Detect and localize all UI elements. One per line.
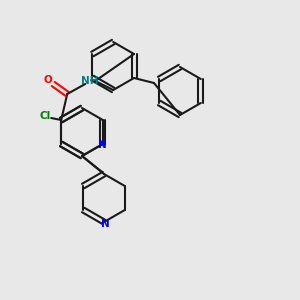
- Text: NH: NH: [82, 76, 99, 86]
- Text: O: O: [44, 75, 52, 85]
- Text: N: N: [98, 140, 107, 150]
- Text: N: N: [100, 219, 109, 229]
- Text: Cl: Cl: [40, 111, 51, 121]
